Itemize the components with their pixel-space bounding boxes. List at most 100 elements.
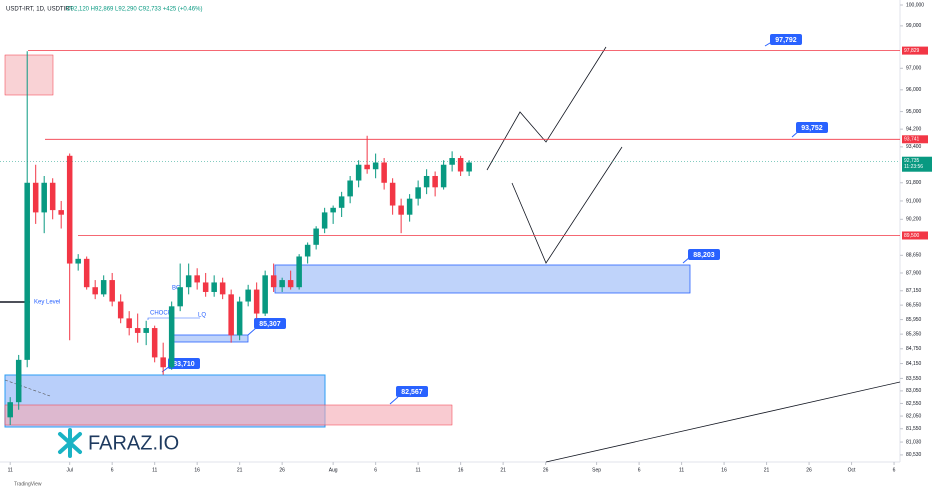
candle-body (100, 280, 107, 295)
lq-zone (172, 334, 249, 343)
x-tick-label: 21 (237, 467, 243, 473)
projection (486, 46, 607, 171)
candle-body (219, 282, 226, 295)
choch-line (147, 317, 200, 320)
x-tick-label: 16 (194, 467, 200, 473)
y-tick-label: 88,650 (906, 253, 922, 259)
countdown: 11:23:56 (904, 164, 923, 170)
callout: 82,567 (401, 389, 423, 396)
candle-body (15, 359, 22, 403)
y-tick-label: 81,030 (906, 439, 922, 445)
y-tick-label: 86,550 (906, 302, 922, 308)
x-tick-label: Sep (592, 467, 601, 473)
y-tick-label: 96,000 (906, 87, 922, 93)
projection (511, 146, 623, 264)
level-tag (902, 231, 928, 240)
y-tick-label: 84,150 (906, 361, 922, 367)
x-tick-label: Aug (329, 467, 338, 473)
callouts: 97,792 93,752 88,203 85,307 83,710 82,56… (161, 34, 828, 405)
candle-body (24, 182, 30, 360)
y-tick-label: 87,900 (906, 270, 922, 276)
candle-body (389, 182, 396, 206)
level-tag (902, 46, 928, 55)
level-label: 89,500 (904, 233, 920, 239)
x-tick-label: 11 (679, 467, 684, 473)
logo (58, 428, 82, 458)
candle-body (262, 275, 268, 314)
candle-body (245, 289, 251, 302)
candle-body (194, 275, 200, 283)
candle-body (49, 182, 56, 211)
symbol-header: USDT-IRT, 1D, USDTIRT (6, 7, 73, 13)
supply-zone (4, 54, 54, 96)
x-tick-label: Oct (848, 467, 856, 473)
x-tick-label: 26 (806, 467, 812, 473)
candle-body (160, 357, 166, 368)
ohlc-info: O92,120 H92,869 L92,290 C92,733 +425 (+0… (66, 7, 202, 13)
candle-body (211, 282, 217, 292)
candle-body (134, 328, 141, 333)
candle-body (41, 182, 47, 213)
level-label: 97,829 (904, 48, 920, 54)
x-tick-label: 6 (111, 467, 114, 473)
candle-body (398, 205, 404, 215)
y-tick-label: 87,150 (906, 288, 922, 294)
candle-body (83, 258, 90, 288)
y-tick-label: 85,350 (906, 331, 922, 337)
candle-body (109, 280, 115, 302)
y-tick-label: 81,550 (906, 426, 922, 432)
candle-body (313, 228, 319, 245)
candle-body (364, 164, 370, 170)
x-tick-label: Jul (66, 467, 72, 473)
y-tick-label: 83,550 (906, 376, 922, 382)
candle-body (177, 287, 183, 307)
level-label: 93,741 (904, 137, 920, 143)
candle-body (381, 162, 387, 183)
candle-body (32, 182, 39, 213)
candle-body (347, 180, 353, 197)
candle-body (253, 289, 260, 314)
callout: 97,792 (775, 37, 797, 44)
candle-body (236, 301, 243, 336)
y-tick-label: 80,530 (906, 452, 922, 458)
note: CHOCH (150, 311, 172, 317)
candle-body (304, 244, 311, 257)
trend-line (545, 381, 901, 463)
dashed-line (4, 379, 51, 397)
candle-body (338, 196, 345, 208)
y-tick-label: 83,050 (906, 388, 922, 394)
y-tick-label: 100,000 (906, 2, 924, 8)
x-tick-label: 11 (416, 467, 421, 473)
candle-body (321, 212, 328, 229)
y-tick-label: 82,050 (906, 413, 922, 419)
x-tick-label: 21 (764, 467, 770, 473)
x-tick-label: 26 (279, 467, 285, 473)
x-tick-label: 6 (638, 467, 641, 473)
logo-text: FARAZ.IO (88, 432, 179, 454)
candle-body (270, 275, 277, 288)
candle-body (440, 164, 447, 188)
candle-body (287, 280, 294, 288)
candle-body (168, 306, 175, 368)
y-tick-label: 95,000 (906, 109, 922, 115)
candle-body (7, 402, 13, 418)
x-tick-label: 11 (152, 467, 157, 473)
candle-body (423, 175, 430, 188)
pink-zone (4, 404, 453, 426)
last-price-label: 92,735 (904, 158, 920, 164)
y-tick-label: 99,000 (906, 23, 922, 29)
candle-body (372, 162, 379, 170)
x-tick-label: 6 (893, 467, 896, 473)
callout: 83,710 (173, 361, 195, 368)
candle-body (466, 162, 472, 172)
note: BO (172, 286, 181, 292)
callout: 93,752 (801, 125, 823, 132)
level-tag (902, 135, 928, 144)
x-tick-label: 6 (374, 467, 377, 473)
candle-body (432, 175, 438, 188)
x-tick-label: 21 (500, 467, 506, 473)
x-tick-label: 26 (543, 467, 549, 473)
candle-body (151, 328, 158, 358)
candle-body (75, 258, 81, 264)
